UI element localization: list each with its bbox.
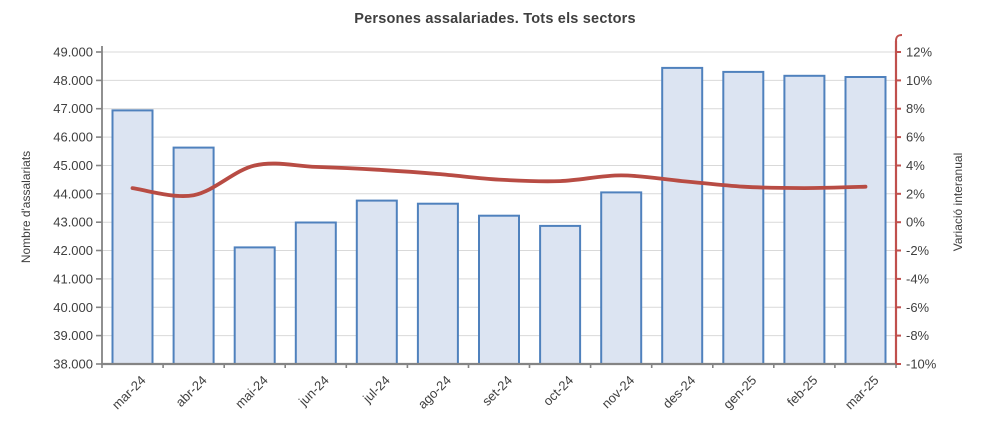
right-axis-tick-label: 0% <box>906 215 925 230</box>
bar-abr-24 <box>172 146 215 365</box>
bar-gen-25 <box>722 70 765 366</box>
bar-nov-24 <box>600 191 643 365</box>
x-axis-label-mai-24: mai-24 <box>232 373 271 412</box>
bar-mai-24 <box>233 246 276 365</box>
x-axis-label-abr-24: abr-24 <box>173 373 210 410</box>
x-axis-label-jun-24: jun-24 <box>295 373 332 410</box>
left-axis-tick-label: 43.000 <box>53 215 93 230</box>
right-axis-hook <box>895 34 903 42</box>
left-axis-tick-label: 39.000 <box>53 328 93 343</box>
left-axis-tick-label: 44.000 <box>53 186 93 201</box>
bar-jul-24 <box>355 199 398 365</box>
left-axis-tick-label: 46.000 <box>53 130 93 145</box>
right-axis-tick-label: 2% <box>906 186 925 201</box>
variation-line <box>130 161 868 198</box>
right-axis-tick-label: -4% <box>906 271 930 286</box>
x-axis-label-oct-24: oct-24 <box>540 373 576 409</box>
right-axis-tick-label: -10% <box>906 357 937 372</box>
right-axis-tick-label: 8% <box>906 101 925 116</box>
left-axis-tick-label: 40.000 <box>53 300 93 315</box>
bar-des-24 <box>661 66 704 366</box>
x-axis-label-des-24: des-24 <box>660 373 699 412</box>
bar-ago-24 <box>416 202 459 365</box>
bar-feb-25 <box>783 74 826 366</box>
bar-mar-24 <box>111 109 154 366</box>
x-axis-label-ago-24: ago-24 <box>415 373 454 412</box>
right-axis-tick-label: -8% <box>906 328 930 343</box>
x-axis-label-set-24: set-24 <box>479 373 515 409</box>
left-axis-tick-label: 45.000 <box>53 158 93 173</box>
right-axis-tick-label: 4% <box>906 158 925 173</box>
bar-oct-24 <box>539 224 582 365</box>
left-axis-tick-label: 38.000 <box>53 357 93 372</box>
x-axis-label-nov-24: nov-24 <box>599 373 638 412</box>
x-axis-label-jul-24: jul-24 <box>359 373 393 407</box>
left-axis-tick-label: 49.000 <box>53 45 93 60</box>
x-axis-label-mar-25: mar-25 <box>842 373 882 413</box>
x-axis-label-feb-25: feb-25 <box>784 373 821 410</box>
right-axis-tick-label: -2% <box>906 243 930 258</box>
left-axis-tick-label: 41.000 <box>53 271 93 286</box>
x-axis-label-gen-25: gen-25 <box>720 373 759 412</box>
right-axis-tick-label: 6% <box>906 130 925 145</box>
bar-mar-25 <box>844 76 887 365</box>
right-axis-tick-label: 10% <box>906 73 932 88</box>
right-axis-tick-label: -6% <box>906 300 930 315</box>
chart-title: Persones assalariades. Tots els sectors <box>354 11 636 27</box>
left-axis-tick-label: 48.000 <box>53 73 93 88</box>
left-axis-tick-label: 42.000 <box>53 243 93 258</box>
bar-jun-24 <box>294 221 337 365</box>
x-axis-label-mar-24: mar-24 <box>109 373 149 413</box>
bar-set-24 <box>478 214 520 365</box>
right-axis-tick-label: 12% <box>906 45 932 60</box>
left-axis-tick-label: 47.000 <box>53 101 93 116</box>
